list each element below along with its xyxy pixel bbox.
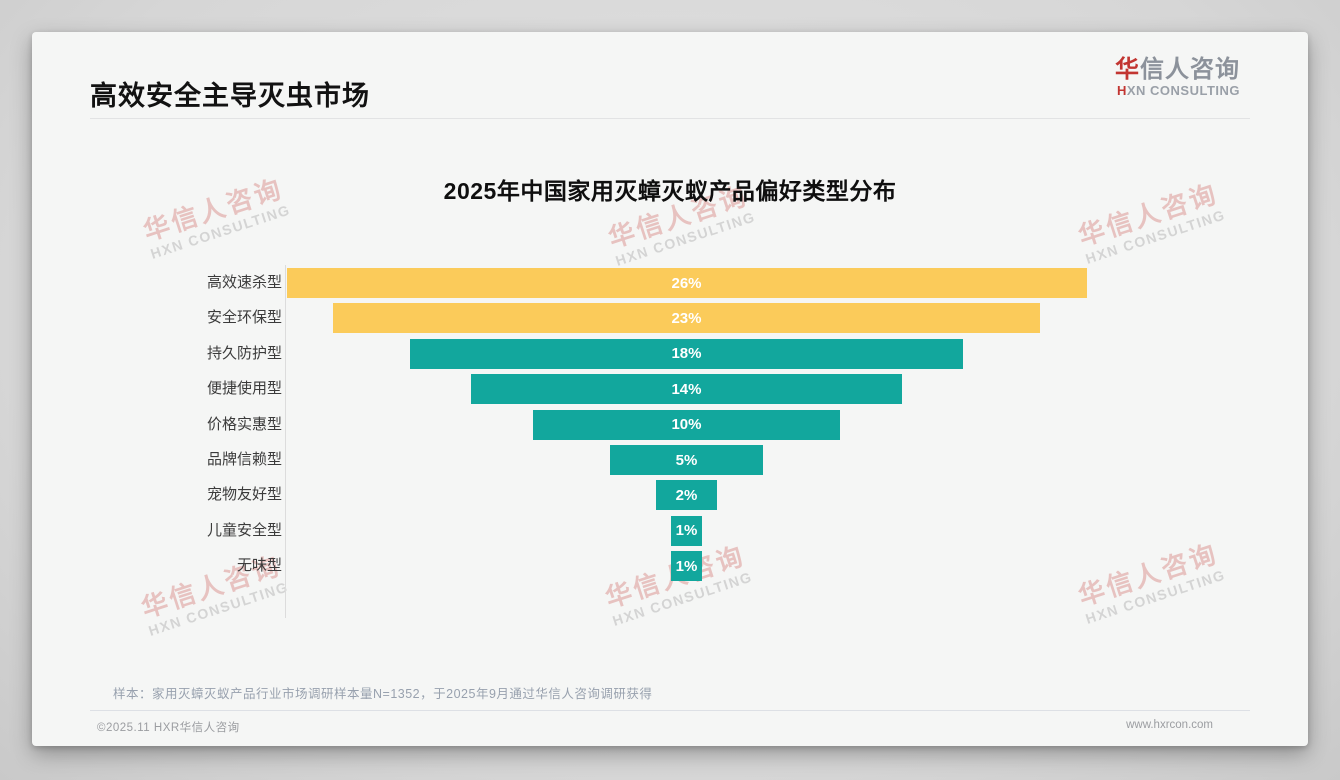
funnel-bar: 10% xyxy=(532,409,841,440)
funnel-bar: 1% xyxy=(671,551,702,582)
category-label: 安全环保型 xyxy=(206,309,282,327)
copyright-text: ©2025.11 HXR华信人咨询 xyxy=(97,722,240,734)
category-label: 便捷使用型 xyxy=(206,380,282,398)
funnel-bar: 2% xyxy=(655,480,718,511)
brand-logo-en-accent: H xyxy=(1116,82,1127,98)
funnel-row: 高效速杀型 26% xyxy=(32,268,1308,298)
funnel-bar: 14% xyxy=(471,374,902,405)
brand-logo-zh-rest: 信人咨询 xyxy=(1140,56,1240,83)
funnel-bar: 23% xyxy=(332,303,1041,334)
brand-logo-chinese: 华信人咨询 xyxy=(1115,56,1240,84)
website-url: www.hxrcon.com xyxy=(1126,719,1213,731)
funnel-row: 无味型 1% xyxy=(32,551,1308,582)
category-label: 持久防护型 xyxy=(206,344,282,362)
category-label: 无味型 xyxy=(236,557,282,575)
bar-value-label: 26% xyxy=(671,274,702,292)
bar-value-label: 5% xyxy=(675,451,698,469)
funnel-row: 宠物友好型 2% xyxy=(32,480,1308,511)
funnel-row: 安全环保型 23% xyxy=(32,303,1308,334)
chart-axis-line xyxy=(285,265,286,618)
brand-logo: 华信人咨询 HXN CONSULTING xyxy=(1115,56,1240,99)
sample-note: 样本：家用灭蟑灭蚁产品行业市场调研样本量N=1352，于2025年9月通过华信人… xyxy=(113,687,653,701)
category-label: 高效速杀型 xyxy=(206,274,282,291)
funnel-bar: 5% xyxy=(609,445,764,475)
funnel-row: 儿童安全型 1% xyxy=(32,515,1308,546)
category-label: 儿童安全型 xyxy=(206,521,282,539)
brand-logo-en-rest: XN CONSULTING xyxy=(1126,82,1240,98)
bar-value-label: 23% xyxy=(671,309,702,327)
funnel-bar: 18% xyxy=(409,338,964,369)
funnel-row: 价格实惠型 10% xyxy=(32,409,1308,440)
bar-value-label: 10% xyxy=(671,416,702,434)
bar-value-label: 14% xyxy=(671,380,702,398)
funnel-row: 便捷使用型 14% xyxy=(32,374,1308,405)
bar-value-label: 1% xyxy=(675,522,698,540)
category-label: 宠物友好型 xyxy=(206,486,282,504)
footer-divider xyxy=(90,710,1250,711)
bar-value-label: 2% xyxy=(675,486,698,504)
funnel-row: 品牌信赖型 5% xyxy=(32,445,1308,475)
brand-logo-zh-accent: 华 xyxy=(1115,56,1140,83)
chart-title: 2025年中国家用灭蟑灭蚁产品偏好类型分布 xyxy=(443,178,897,204)
bar-value-label: 1% xyxy=(675,557,698,575)
funnel-bar: 1% xyxy=(671,515,702,546)
funnel-chart: 高效速杀型 26% 安全环保型 23% 持久防护型 18% 便捷使用型 14% 价格实惠型 10%… xyxy=(32,32,1308,746)
brand-logo-english: HXN CONSULTING xyxy=(1115,82,1240,99)
bar-value-label: 18% xyxy=(671,345,702,363)
slide-card: 高效安全主导灭虫市场 华信人咨询 HXN CONSULTING 华信人咨询 HX… xyxy=(32,32,1308,746)
funnel-bar: 26% xyxy=(286,268,1087,298)
funnel-row: 持久防护型 18% xyxy=(32,338,1308,369)
header-divider xyxy=(90,118,1250,119)
category-label: 品牌信赖型 xyxy=(206,451,282,468)
page-title: 高效安全主导灭虫市场 xyxy=(90,81,370,111)
category-label: 价格实惠型 xyxy=(206,415,282,433)
